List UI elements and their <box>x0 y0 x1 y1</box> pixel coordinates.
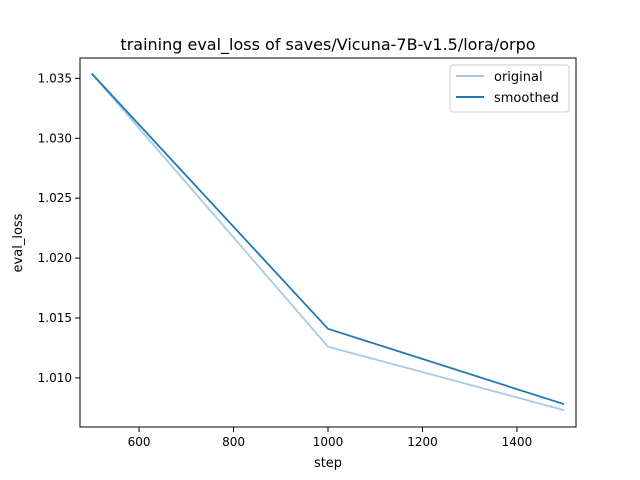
series-layer <box>91 72 565 412</box>
x-tick-label: 1200 <box>407 435 438 449</box>
y-tick-label: 1.020 <box>38 251 72 265</box>
y-tick-label: 1.025 <box>38 191 72 205</box>
y-tick-label: 1.035 <box>38 71 72 85</box>
series-line-smoothed <box>91 72 565 406</box>
x-tick-label: 1400 <box>502 435 533 449</box>
ticks-layer: 600 800 1000 1200 1400 1.010 1.015 1.020 1.025 1.… <box>38 71 533 449</box>
y-tick-label: 1.015 <box>38 311 72 325</box>
legend-label-smoothed: smoothed <box>494 91 559 106</box>
x-tick-label: 800 <box>222 435 245 449</box>
x-tick-label: 600 <box>128 435 151 449</box>
y-tick-label: 1.030 <box>38 131 72 145</box>
y-axis-label: eval_loss <box>11 213 26 272</box>
series-line-original <box>91 73 565 412</box>
x-axis-label: step <box>314 456 342 471</box>
y-tick-label: 1.010 <box>38 371 72 385</box>
legend-label-original: original <box>494 70 543 85</box>
plot-frame <box>79 57 577 428</box>
x-tick-label: 1000 <box>313 435 344 449</box>
legend: original smoothed <box>449 64 570 113</box>
chart-title: training eval_loss of saves/Vicuna-7B-v1… <box>120 35 535 55</box>
